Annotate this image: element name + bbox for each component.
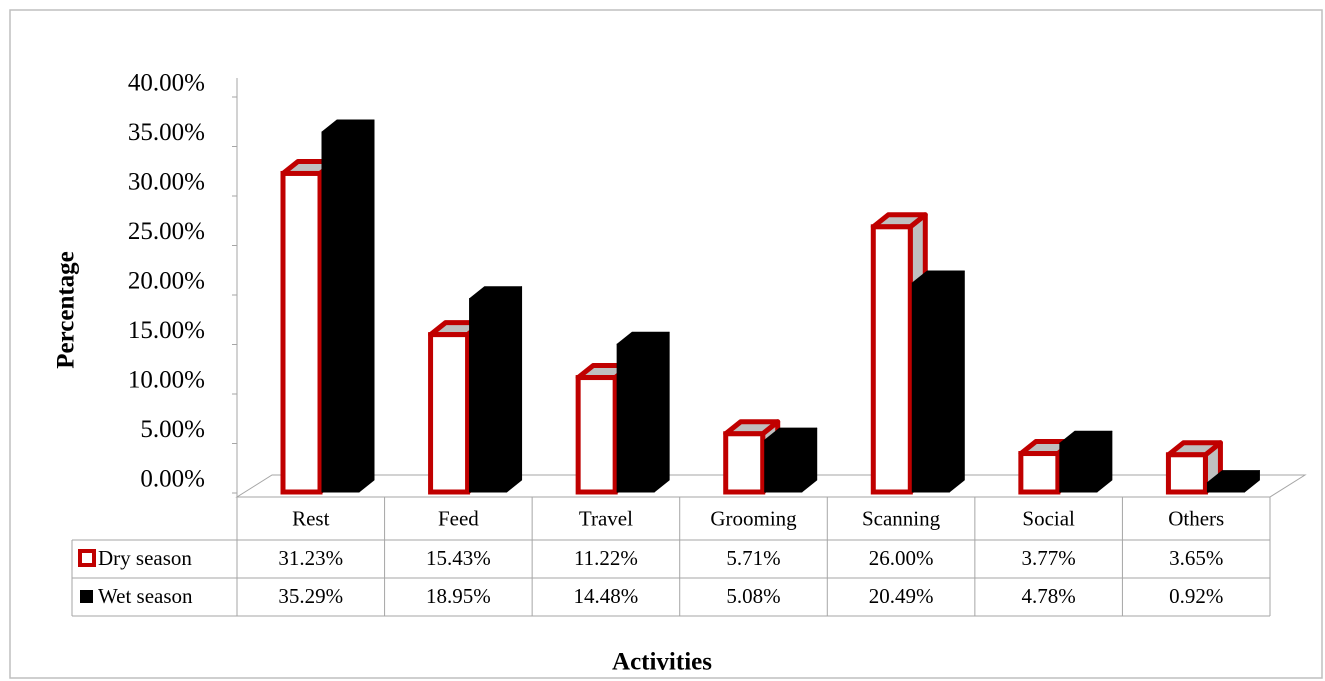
legend-key	[78, 549, 96, 567]
data-label: 0.92%	[1169, 584, 1223, 608]
bar-side	[506, 286, 523, 493]
data-label: 11.22%	[574, 546, 638, 570]
legend-label: Dry season	[98, 546, 192, 570]
legend-label: Wet season	[98, 584, 193, 608]
y-tick-label: 25.00%	[128, 218, 205, 245]
bar-side	[358, 119, 375, 493]
data-label: 15.43%	[426, 546, 491, 570]
data-label: 3.77%	[1022, 546, 1076, 570]
x-tick-label: Grooming	[710, 506, 797, 530]
y-tick-label: 0.00%	[140, 466, 205, 493]
x-axis-title: Activities	[612, 649, 712, 676]
bar	[321, 131, 360, 493]
bar	[723, 431, 766, 495]
data-label: 26.00%	[869, 546, 934, 570]
bar	[1018, 451, 1061, 495]
bar	[280, 170, 323, 495]
data-label: 5.71%	[726, 546, 780, 570]
y-axis-title: Percentage	[53, 251, 80, 369]
bar	[616, 343, 655, 493]
x-tick-label: Others	[1168, 506, 1224, 530]
bar	[870, 224, 913, 495]
bar	[1059, 442, 1098, 493]
data-label: 3.65%	[1169, 546, 1223, 570]
x-tick-label: Social	[1022, 506, 1075, 530]
bar	[1206, 482, 1245, 493]
y-tick-label: 35.00%	[128, 119, 205, 146]
data-label: 14.48%	[574, 584, 639, 608]
x-tick-label: Rest	[292, 506, 330, 530]
bar	[764, 439, 803, 493]
bar	[428, 332, 471, 495]
data-label: 5.08%	[726, 584, 780, 608]
x-tick-label: Scanning	[862, 506, 941, 530]
data-label: 31.23%	[278, 546, 343, 570]
y-tick-label: 5.00%	[140, 416, 205, 443]
data-label: 35.29%	[278, 584, 343, 608]
y-tick-label: 15.00%	[128, 317, 205, 344]
y-tick-label: 20.00%	[128, 268, 205, 295]
y-tick-label: 40.00%	[128, 70, 205, 97]
y-tick-label: 30.00%	[128, 169, 205, 196]
bar	[911, 282, 950, 493]
x-tick-label: Feed	[438, 506, 479, 530]
bar	[469, 298, 508, 493]
data-label: 4.78%	[1022, 584, 1076, 608]
y-tick-label: 10.00%	[128, 367, 205, 394]
bar	[1165, 452, 1208, 495]
bar	[575, 375, 618, 495]
x-tick-label: Travel	[579, 506, 633, 530]
legend-key	[80, 590, 93, 603]
data-label: 18.95%	[426, 584, 491, 608]
bar-side	[653, 331, 670, 493]
bar-side	[948, 270, 965, 493]
data-label: 20.49%	[869, 584, 934, 608]
